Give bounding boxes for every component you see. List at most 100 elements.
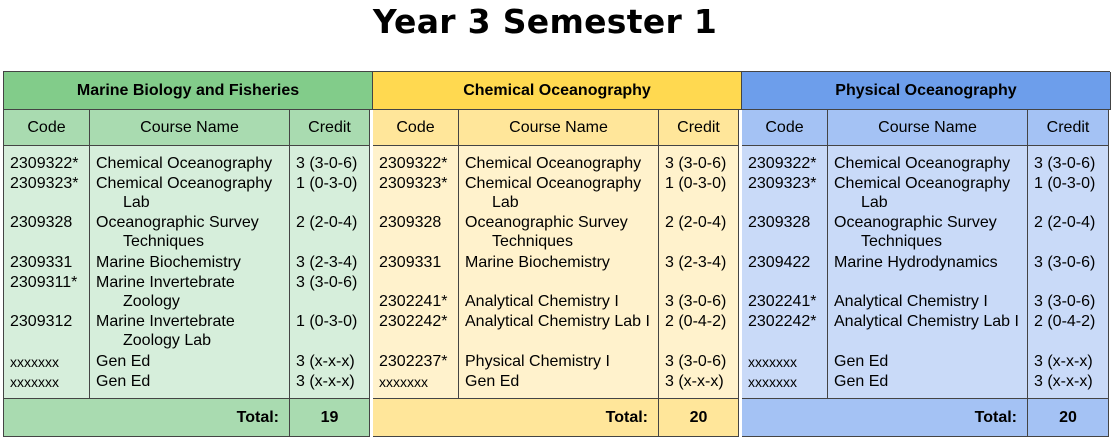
course-credit: 1 (0-3-0) [1034, 175, 1096, 192]
column-header-course-name: Course Name [90, 110, 290, 146]
credit-column: 3 (3-0-6) 1 (0-3-0) 2 (2-0-4) 3 (2-3-4) 3 (3… [659, 146, 739, 399]
program-header: Physical Oceanography [742, 72, 1111, 110]
course-credit: 2 (2-0-4) [1034, 214, 1096, 231]
course-credit: 3 (x-x-x) [1034, 373, 1093, 390]
course-name: Chemical Oceanography [96, 155, 273, 172]
course-credit: 3 (3-0-6) [1034, 155, 1096, 172]
course-credit: 3 (3-0-6) [665, 353, 727, 370]
course-code: 2309322* [748, 155, 817, 172]
course-name: Chemical Oceanography [834, 175, 1011, 192]
course-name-continuation: Lab [123, 194, 150, 211]
course-code: 2309311* [10, 274, 78, 291]
course-credit: 3 (x-x-x) [296, 373, 355, 390]
credit-column: 3 (3-0-6) 1 (0-3-0) 2 (2-0-4) 3 (2-3-4) 3 (3… [290, 146, 370, 399]
code-column: 2309322* 2309323* 2309328 2309331 2302241* 23… [373, 146, 459, 399]
course-credit: 3 (3-0-6) [665, 293, 727, 310]
course-credit: 3 (3-0-6) [1034, 293, 1096, 310]
course-code: 2309323* [10, 175, 79, 192]
program-header: Marine Biology and Fisheries [4, 72, 373, 110]
course-credit: 1 (0-3-0) [665, 175, 727, 192]
course-name: Physical Chemistry I [465, 353, 610, 370]
course-name-continuation: Techniques [492, 233, 573, 250]
course-name: Marine Invertebrate [96, 313, 235, 330]
course-credit: 3 (2-3-4) [665, 254, 727, 271]
course-name-continuation: Techniques [123, 233, 204, 250]
course-credit: 3 (2-3-4) [296, 254, 358, 271]
course-credit: 3 (x-x-x) [1034, 353, 1093, 370]
course-name-continuation: Lab [492, 194, 519, 211]
course-code: 2302241* [748, 293, 817, 310]
course-name: Marine Biochemistry [96, 254, 241, 271]
total-credits: 20 [1028, 399, 1109, 437]
course-name: Oceanographic Survey [834, 214, 997, 231]
course-credit: 3 (3-0-6) [296, 155, 358, 172]
course-code: 2309323* [379, 175, 448, 192]
course-name: Marine Invertebrate [96, 274, 235, 291]
course-code: xxxxxxx [748, 354, 797, 370]
course-name-continuation: Lab [861, 194, 888, 211]
program-header: Chemical Oceanography [373, 72, 742, 110]
course-credit: 2 (2-0-4) [296, 214, 358, 231]
page-title: Year 3 Semester 1 [372, 2, 718, 41]
course-credit: 1 (0-3-0) [296, 175, 358, 192]
course-name-column: Chemical Oceanography Chemical Oceanograp… [459, 146, 659, 399]
course-code: 2302237* [379, 353, 448, 370]
course-name: Analytical Chemistry I [834, 293, 988, 310]
course-code: 2309312 [10, 313, 73, 330]
course-credit: 3 (x-x-x) [296, 353, 355, 370]
course-name-column: Chemical Oceanography Chemical Oceanograp… [90, 146, 290, 399]
curriculum-table: Marine Biology and Fisheries Code Course N… [3, 71, 1111, 437]
column-header-credit: Credit [659, 110, 739, 146]
course-name: Chemical Oceanography [834, 155, 1011, 172]
course-code: 2302242* [748, 313, 817, 330]
course-name: Oceanographic Survey [96, 214, 259, 231]
course-credit: 1 (0-3-0) [296, 313, 358, 330]
course-code: 2309328 [748, 214, 811, 231]
course-name: Chemical Oceanography [465, 155, 642, 172]
course-name: Gen Ed [96, 373, 151, 390]
course-credit: 3 (3-0-6) [1034, 254, 1096, 271]
total-label: Total: [373, 399, 659, 437]
course-name: Chemical Oceanography [465, 175, 642, 192]
course-name: Gen Ed [834, 373, 889, 390]
course-name: Gen Ed [465, 373, 520, 390]
course-name: Analytical Chemistry I [465, 293, 619, 310]
course-name: Gen Ed [834, 353, 889, 370]
course-code: 2309328 [10, 214, 73, 231]
code-column: 2309322* 2309323* 2309328 2309422 2302241* 23… [742, 146, 828, 399]
course-code: 2309328 [379, 214, 442, 231]
column-header-course-name: Course Name [459, 110, 659, 146]
course-name: Gen Ed [96, 353, 151, 370]
course-name: Chemical Oceanography [96, 175, 273, 192]
course-name: Analytical Chemistry Lab I [465, 313, 650, 330]
column-header-code: Code [4, 110, 90, 146]
course-code: 2309323* [748, 175, 817, 192]
total-label: Total: [4, 399, 290, 437]
course-code: 2309422 [748, 254, 811, 271]
course-name-column: Chemical Oceanography Chemical Oceanograp… [828, 146, 1028, 399]
code-column: 2309322* 2309323* 2309328 2309331 2309311* 23… [4, 146, 90, 399]
course-code: 2309331 [10, 254, 73, 271]
course-credit: 3 (3-0-6) [665, 155, 727, 172]
course-credit: 3 (3-0-6) [296, 274, 358, 291]
total-credits: 19 [290, 399, 370, 437]
course-code: 2309322* [10, 155, 79, 172]
course-credit: 3 (x-x-x) [665, 373, 724, 390]
total-credits: 20 [659, 399, 739, 437]
course-name: Analytical Chemistry Lab I [834, 313, 1019, 330]
course-code: 2302241* [379, 293, 448, 310]
course-name: Marine Biochemistry [465, 254, 610, 271]
course-code: 2309322* [379, 155, 448, 172]
course-code: xxxxxxx [379, 374, 428, 390]
course-credit: 2 (0-4-2) [665, 313, 727, 330]
course-code: 2309331 [379, 254, 442, 271]
total-label: Total: [742, 399, 1028, 437]
course-code: xxxxxxx [748, 374, 797, 390]
course-name: Oceanographic Survey [465, 214, 628, 231]
credit-column: 3 (3-0-6) 1 (0-3-0) 2 (2-0-4) 3 (3-0-6) 3 (3… [1028, 146, 1109, 399]
course-code: xxxxxxx [10, 354, 59, 370]
course-name-continuation: Zoology Lab [123, 332, 212, 349]
course-code: xxxxxxx [10, 374, 59, 390]
course-name-continuation: Zoology [123, 293, 180, 310]
column-header-code: Code [742, 110, 828, 146]
